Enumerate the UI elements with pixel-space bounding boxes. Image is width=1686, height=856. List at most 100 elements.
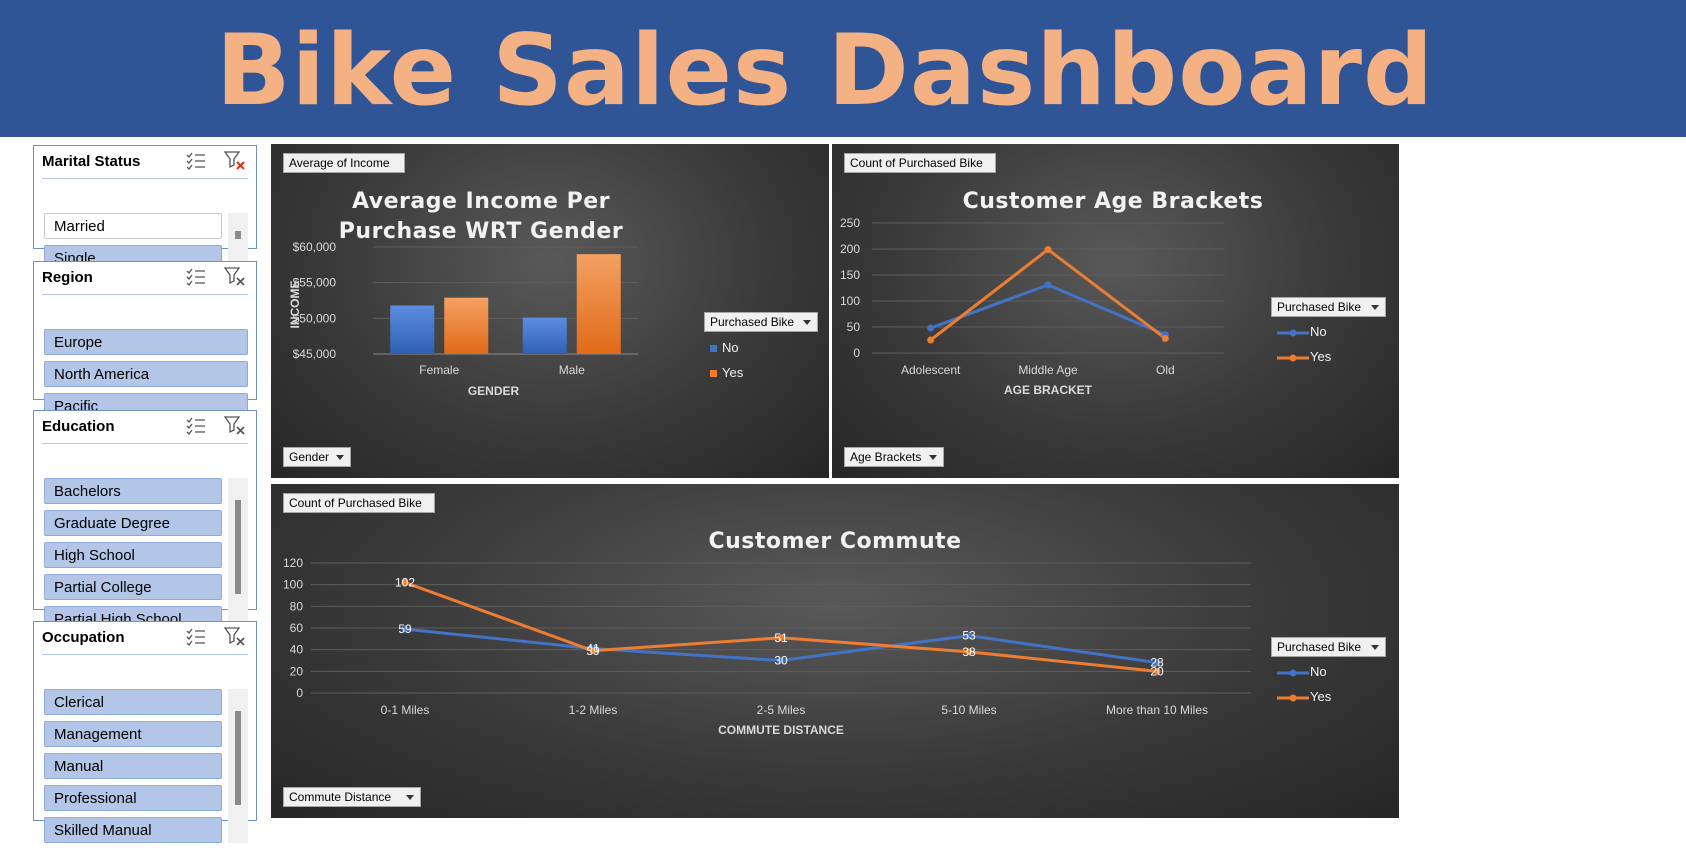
data-point-yes [965, 648, 973, 656]
y-tick-label: 150 [840, 268, 860, 282]
y-tick-label: 100 [283, 578, 303, 592]
x-tick-label: Middle Age [1018, 363, 1078, 377]
bar-no-female [390, 305, 435, 354]
multi-select-list-icon[interactable] [186, 152, 206, 170]
value-field-button[interactable]: Count of Purchased Bike [283, 493, 435, 513]
bar-yes-male [576, 254, 621, 354]
slicer-item-europe[interactable]: Europe [44, 329, 248, 355]
slicer-item-high-school[interactable]: High School [44, 542, 222, 568]
data-label: 30 [774, 654, 788, 668]
legend-field-button[interactable]: Purchased Bike [704, 312, 818, 332]
slicer-item-partial-college[interactable]: Partial College [44, 574, 222, 600]
data-label: 59 [398, 622, 412, 636]
bar-yes-female [444, 297, 489, 354]
legend-item-yes[interactable]: Yes [710, 365, 743, 380]
slicer-item-married[interactable]: Married [44, 213, 222, 239]
data-label: 39 [586, 644, 600, 658]
legend-line-yes [1277, 694, 1309, 702]
slicer-region: Region Europe North America Pacific [33, 261, 257, 419]
y-tick-label: $55,000 [293, 276, 337, 290]
x-tick-label: 1-2 Miles [569, 703, 618, 717]
legend-field-button[interactable]: Purchased Bike [1271, 297, 1386, 317]
legend-line-yes [1277, 354, 1309, 362]
x-tick-label: Female [419, 363, 459, 377]
clear-filter-icon[interactable] [224, 627, 246, 647]
clear-filter-icon[interactable] [224, 416, 246, 436]
legend-field-button[interactable]: Purchased Bike [1271, 637, 1386, 657]
legend-item-yes[interactable]: Yes [1276, 689, 1331, 704]
y-tick-label: 40 [290, 643, 304, 657]
axis-field-button[interactable]: Age Brackets [844, 447, 944, 467]
y-tick-label: 0 [853, 346, 860, 360]
data-label: 20 [1150, 664, 1164, 678]
slicer-header: Marital Status [42, 146, 248, 179]
slicer-item-management[interactable]: Management [44, 721, 222, 747]
dashboard-title: Bike Sales Dashboard [215, 14, 1435, 128]
legend-item-no[interactable]: No [710, 340, 739, 355]
value-field-button[interactable]: Average of Income [283, 153, 405, 173]
data-point-no [965, 632, 973, 640]
scroll-thumb[interactable] [235, 500, 241, 594]
data-label: 51 [774, 631, 788, 645]
value-field-button[interactable]: Count of Purchased Bike [844, 153, 996, 173]
multi-select-list-icon[interactable] [186, 268, 206, 286]
x-tick-label: Male [559, 363, 585, 377]
slicer-title: Education [42, 418, 115, 435]
x-axis-title: GENDER [468, 384, 520, 398]
legend-item-no[interactable]: No [1276, 324, 1327, 339]
legend-line-no [1277, 329, 1309, 337]
y-tick-label: 60 [290, 621, 304, 635]
data-point-yes [1044, 246, 1052, 254]
slicer-scrollbar[interactable] [228, 689, 248, 843]
y-axis-title: INCOME [288, 281, 302, 329]
slicer-item-professional[interactable]: Professional [44, 785, 222, 811]
clear-filter-icon[interactable] [224, 151, 246, 171]
x-axis-title: AGE BRACKET [1004, 383, 1093, 397]
chart-age-brackets: Count of Purchased Bike Customer Age Bra… [832, 144, 1399, 478]
data-point-yes [401, 579, 409, 586]
slicer-scrollbar[interactable] [228, 213, 248, 271]
legend-item-no[interactable]: No [1276, 664, 1327, 679]
axis-field-button[interactable]: Gender [283, 447, 351, 467]
bar-no-male [522, 317, 567, 354]
axis-field-button[interactable]: Commute Distance [283, 787, 421, 807]
slicer-scrollbar[interactable] [228, 478, 248, 632]
y-tick-label: 0 [296, 686, 303, 700]
y-tick-label: 120 [283, 556, 303, 570]
legend-label: Yes [722, 365, 744, 380]
slicer-item-skilled-manual[interactable]: Skilled Manual [44, 817, 222, 843]
multi-select-list-icon[interactable] [186, 417, 206, 435]
slicer-item-manual[interactable]: Manual [44, 753, 222, 779]
y-tick-label: $50,000 [293, 311, 337, 325]
slicer-item-clerical[interactable]: Clerical [44, 689, 222, 715]
x-tick-label: 2-5 Miles [757, 703, 806, 717]
line-chart-age: 0 50 100 150 200 250 Adolescent Middle Age Old AG… [840, 216, 1224, 397]
scroll-thumb[interactable] [235, 711, 241, 805]
x-tick-label: Old [1156, 363, 1175, 377]
clear-filter-icon[interactable] [224, 267, 246, 287]
slicer-occupation: Occupation Clerical Management Manual Pr… [33, 621, 257, 843]
slicer-item-graduate-degree[interactable]: Graduate Degree [44, 510, 222, 536]
x-tick-label: 5-10 Miles [941, 703, 996, 717]
chevron-down-icon [1371, 305, 1379, 310]
slicer-title: Marital Status [42, 153, 141, 170]
data-point-yes [1161, 334, 1169, 342]
y-tick-label: 50 [847, 320, 861, 334]
slicer-title: Region [42, 269, 93, 286]
chevron-down-icon [1371, 645, 1379, 650]
slicer-item-bachelors[interactable]: Bachelors [44, 478, 222, 504]
multi-select-list-icon[interactable] [186, 628, 206, 646]
slicer-item-north-america[interactable]: North America [44, 361, 248, 387]
series-line-yes [929, 248, 1167, 342]
legend-label: No [1310, 664, 1327, 679]
header-banner: Bike Sales Dashboard [0, 0, 1686, 137]
y-tick-label: 100 [840, 294, 860, 308]
chevron-down-icon [803, 320, 811, 325]
legend-item-yes[interactable]: Yes [1276, 349, 1331, 364]
legend-swatch-no [710, 345, 717, 352]
chart-title: Customer Commute [708, 529, 962, 554]
x-tick-label: More than 10 Miles [1106, 703, 1208, 717]
y-tick-label: $45,000 [293, 347, 337, 361]
y-tick-label: 200 [840, 242, 860, 256]
scroll-thumb[interactable] [235, 231, 241, 239]
